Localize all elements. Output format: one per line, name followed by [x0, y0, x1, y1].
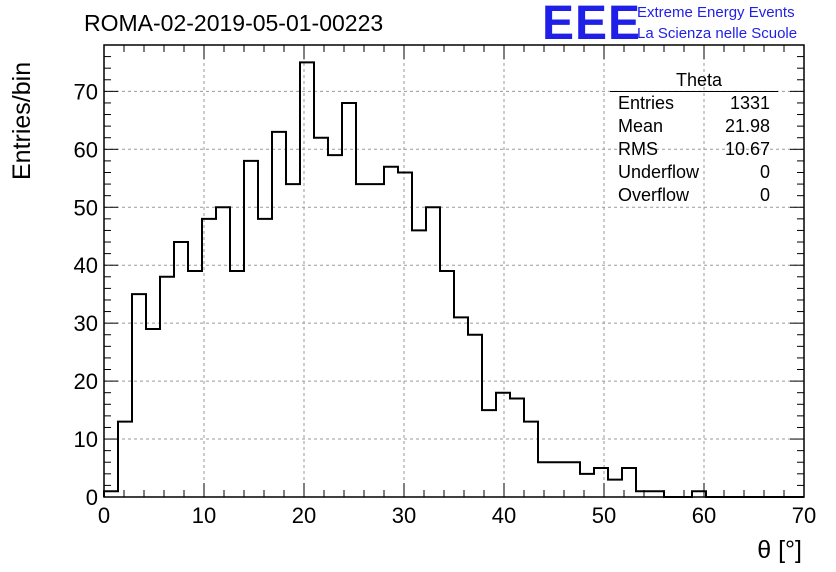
histogram-bin [286, 184, 300, 497]
histogram-bin [188, 271, 202, 497]
histogram-bin [426, 207, 440, 497]
stats-row-mean: Mean 21.98 [610, 115, 778, 138]
stats-value: 1331 [729, 93, 770, 113]
stats-row-underflow: Underflow 0 [610, 161, 778, 184]
x-tick-label: 60 [692, 503, 716, 528]
histogram-bin [132, 294, 146, 497]
histogram-bin [356, 184, 370, 497]
stats-box: Theta Entries 1331 Mean 21.98 RMS 10.67 … [610, 70, 778, 207]
stats-row-overflow: Overflow 0 [610, 184, 778, 207]
histogram-bin [258, 219, 272, 497]
histogram-bin [398, 172, 412, 497]
histogram-bin [608, 480, 622, 497]
histogram-bin [468, 335, 482, 497]
histogram-bin [230, 271, 244, 497]
plot-frame [103, 44, 805, 498]
tick-labels: 0 10 20 30 40 50 60 70 0 10 20 30 40 50 60 70 [74, 79, 817, 528]
stats-value: 0 [759, 185, 770, 205]
y-tick-label: 10 [74, 427, 98, 452]
histogram-bin [510, 398, 524, 497]
y-tick-label: 20 [74, 369, 98, 394]
histogram-bin [244, 161, 258, 497]
stats-title: Theta [610, 70, 778, 92]
histogram-bin [118, 422, 132, 497]
x-axis-label: θ [°] [757, 536, 802, 564]
y-tick-label: 60 [74, 137, 98, 162]
stats-label: Mean [618, 116, 664, 136]
x-tick-label: 40 [492, 503, 516, 528]
stats-label: Entries [618, 93, 675, 113]
histogram-bin [370, 184, 384, 497]
y-tick-label: 40 [74, 253, 98, 278]
x-tick-label: 20 [292, 503, 316, 528]
stats-value: 0 [759, 162, 770, 182]
logo-line-2: La Scienza nelle Scuole [637, 25, 798, 42]
eee-logo: EEE [542, 0, 642, 50]
histogram-bin [384, 167, 398, 497]
histogram-bin [524, 422, 538, 497]
histogram-bin [216, 207, 230, 497]
stats-value: 10.67 [724, 139, 770, 159]
histogram-bin [580, 474, 594, 497]
x-tick-label: 10 [192, 503, 216, 528]
histogram-bin [566, 462, 580, 497]
x-tick-label: 70 [792, 503, 816, 528]
stats-value: 21.98 [724, 116, 770, 136]
logo-line-1: Extreme Energy Events [637, 4, 795, 21]
y-tick-label: 50 [74, 195, 98, 220]
histogram-bin [300, 62, 314, 497]
x-tick-label: 0 [98, 503, 110, 528]
histogram-bin [454, 317, 468, 497]
x-tick-label: 50 [592, 503, 616, 528]
y-tick-label: 30 [74, 311, 98, 336]
histogram-bin [314, 138, 328, 497]
histogram-bin [412, 230, 426, 497]
stats-row-entries: Entries 1331 [610, 92, 778, 115]
axis-ticks [103, 44, 805, 498]
histogram-bin [482, 410, 496, 497]
histogram-bin [594, 468, 608, 497]
histogram-bin [160, 277, 174, 497]
histogram-bin [174, 242, 188, 497]
histogram-bin [272, 132, 286, 497]
stats-label: Overflow [618, 185, 690, 205]
histogram-bin [146, 329, 160, 497]
chart-title: ROMA-02-2019-05-01-00223 [84, 10, 384, 36]
histogram-outline [103, 61, 804, 498]
stats-row-rms: RMS 10.67 [610, 138, 778, 161]
histogram-bars [103, 61, 804, 498]
stats-label: Underflow [618, 162, 700, 182]
stats-label: RMS [618, 139, 658, 159]
histogram-bin [538, 462, 552, 497]
y-axis-label: Entries/bin [8, 61, 36, 180]
histogram-bin [496, 393, 510, 497]
histogram-bin [342, 103, 356, 497]
histogram-bin [440, 271, 454, 497]
y-tick-label: 0 [86, 485, 98, 510]
y-tick-label: 70 [74, 79, 98, 104]
x-tick-label: 30 [392, 503, 416, 528]
histogram-bin [328, 155, 342, 497]
